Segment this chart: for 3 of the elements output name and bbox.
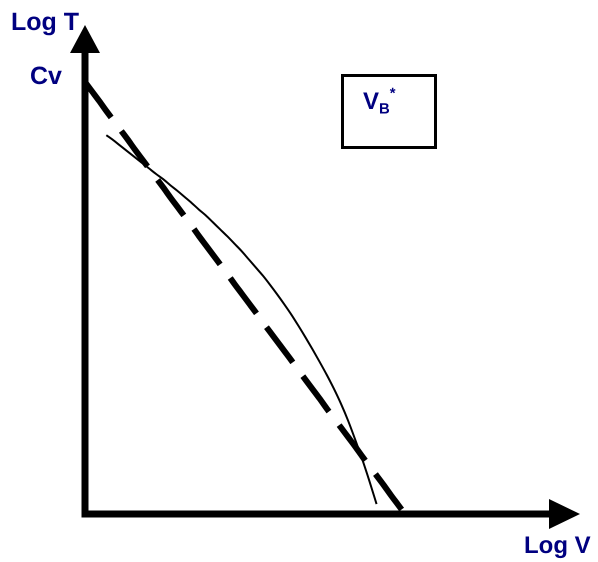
x-axis-title: Log V: [524, 532, 591, 559]
text: Cv: [30, 62, 62, 90]
y-axis-title: Log T: [11, 8, 80, 36]
